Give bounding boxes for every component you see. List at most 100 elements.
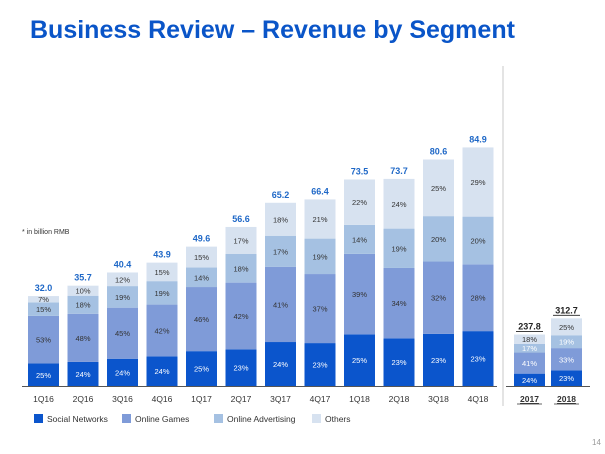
quarterly-bar-2Q17-others: [225, 226, 257, 254]
quarterly-data-label-1Q18-social-networks: 25%: [352, 356, 367, 365]
quarterly-bar-4Q16-online-advertising: [146, 281, 178, 305]
quarterly-total-label-4Q18: 84.9: [469, 134, 487, 144]
quarterly-x-tick-label-4Q18: 4Q18: [468, 394, 489, 404]
quarterly-total-label-4Q16: 43.9: [153, 250, 171, 260]
quarterly-data-label-4Q17-social-networks: 23%: [312, 361, 327, 370]
quarterly-total-label-3Q18: 80.6: [430, 147, 448, 157]
quarterly-data-label-3Q17-online-advertising: 17%: [273, 247, 288, 256]
quarterly-bar-2Q17-online-games: [225, 282, 257, 350]
annual-bar-2017-online-games: [514, 352, 545, 374]
quarterly-total-label-1Q16: 32.0: [35, 283, 53, 293]
quarterly-bar-3Q17-others: [265, 202, 296, 236]
quarterly-bar-4Q18-online-games: [462, 264, 494, 332]
quarterly-bar-3Q17-social-networks: [265, 342, 296, 386]
quarterly-data-label-2Q17-online-advertising: 18%: [233, 264, 248, 273]
annual-bar-2017-online-advertising: [514, 343, 545, 353]
quarterly-bar-3Q18-social-networks: [423, 333, 454, 386]
quarterly-data-label-4Q18-others: 29%: [470, 178, 485, 187]
quarterly-bar-2Q18-others: [383, 178, 415, 229]
quarterly-data-label-2Q18-online-advertising: 19%: [391, 244, 406, 253]
annual-bar-2018-online-games: [551, 348, 582, 371]
quarterly-data-label-3Q16-others: 12%: [115, 275, 130, 284]
annual-total-label-2017: 237.8: [518, 322, 541, 332]
quarterly-x-tick-label-2Q16: 2Q16: [73, 394, 94, 404]
annual-data-label-2018-social-networks: 23%: [559, 374, 574, 383]
quarterly-data-label-1Q16-online-games: 53%: [36, 336, 51, 345]
quarterly-bar-3Q17-online-advertising: [265, 235, 296, 267]
quarterly-bar-3Q18-online-advertising: [423, 216, 454, 262]
annual-bar-2017-social-networks: [514, 373, 545, 386]
quarterly-data-label-1Q17-online-games: 46%: [194, 315, 209, 324]
legend-label-others: Others: [325, 414, 351, 424]
quarterly-data-label-1Q17-social-networks: 25%: [194, 365, 209, 374]
quarterly-total-label-3Q16: 40.4: [114, 259, 132, 269]
quarterly-data-label-1Q18-online-advertising: 14%: [352, 235, 367, 244]
quarterly-bar-4Q16-online-games: [146, 304, 178, 357]
quarterly-bar-1Q18-others: [344, 179, 375, 225]
annual-data-label-2017-others: 18%: [522, 335, 537, 344]
annual-data-label-2017-social-networks: 24%: [522, 376, 537, 385]
quarterly-data-label-3Q18-online-games: 32%: [431, 294, 446, 303]
quarterly-data-label-4Q16-others: 15%: [154, 268, 169, 277]
quarterly-data-label-3Q16-online-games: 45%: [115, 329, 130, 338]
quarterly-x-tick-label-1Q16: 1Q16: [33, 394, 54, 404]
quarterly-data-label-2Q16-online-games: 48%: [75, 334, 90, 343]
quarterly-data-label-3Q17-online-games: 41%: [273, 300, 288, 309]
quarterly-bar-3Q16-others: [107, 272, 138, 287]
quarterly-bar-2Q16-others: [67, 285, 99, 296]
quarterly-data-label-2Q16-online-advertising: 18%: [75, 301, 90, 310]
quarterly-data-label-2Q18-online-games: 34%: [391, 299, 406, 308]
quarterly-data-label-1Q18-online-games: 39%: [352, 290, 367, 299]
annual-data-label-2018-online-games: 33%: [559, 355, 574, 364]
quarterly-bar-1Q16-others: [28, 296, 59, 303]
annual-data-label-2017-online-advertising: 17%: [522, 344, 537, 353]
quarterly-x-tick-label-3Q16: 3Q16: [112, 394, 133, 404]
page-number: 14: [592, 438, 601, 447]
quarterly-data-label-3Q18-online-advertising: 20%: [431, 235, 446, 244]
quarterly-bar-2Q18-online-games: [383, 267, 415, 339]
quarterly-bar-2Q16-online-advertising: [67, 295, 99, 314]
quarterly-data-label-1Q16-others: 7%: [38, 295, 49, 304]
quarterly-bar-1Q17-others: [186, 246, 217, 268]
quarterly-total-label-1Q18: 73.5: [351, 166, 369, 176]
quarterly-data-label-4Q17-online-games: 37%: [312, 305, 327, 314]
quarterly-data-label-4Q16-social-networks: 24%: [154, 367, 169, 376]
quarterly-bar-3Q16-social-networks: [107, 358, 138, 386]
quarterly-bar-4Q18-social-networks: [462, 331, 494, 386]
quarterly-bar-3Q17-online-games: [265, 266, 296, 343]
legend-swatch-social-networks: [34, 414, 43, 423]
quarterly-bar-4Q17-online-games: [304, 274, 336, 344]
quarterly-data-label-3Q17-social-networks: 24%: [273, 360, 288, 369]
legend-label-online-advertising: Online Advertising: [227, 414, 296, 424]
quarterly-data-label-1Q17-online-advertising: 14%: [194, 273, 209, 282]
quarterly-x-tick-label-3Q17: 3Q17: [270, 394, 291, 404]
quarterly-bar-4Q17-online-advertising: [304, 238, 336, 275]
unit-note: * in billion RMB: [22, 229, 70, 236]
quarterly-bar-3Q16-online-advertising: [107, 286, 138, 308]
quarterly-total-label-2Q18: 73.7: [390, 166, 408, 176]
quarterly-data-label-4Q18-social-networks: 23%: [470, 355, 485, 364]
quarterly-x-tick-label-2Q17: 2Q17: [231, 394, 252, 404]
quarterly-data-label-2Q17-others: 17%: [233, 236, 248, 245]
quarterly-total-label-4Q17: 66.4: [311, 186, 329, 196]
quarterly-data-label-4Q18-online-advertising: 20%: [470, 236, 485, 245]
quarterly-data-label-2Q16-others: 10%: [75, 287, 90, 296]
annual-bar-2018-online-advertising: [551, 335, 582, 349]
quarterly-bar-2Q18-online-advertising: [383, 228, 415, 268]
quarterly-data-label-2Q18-social-networks: 23%: [391, 358, 406, 367]
annual-data-label-2017-online-games: 41%: [522, 359, 537, 368]
annual-x-tick-label-2017: 2017: [520, 394, 539, 404]
quarterly-data-label-4Q18-online-games: 28%: [470, 294, 485, 303]
quarterly-x-tick-label-1Q17: 1Q17: [191, 394, 212, 404]
quarterly-data-label-2Q17-social-networks: 23%: [233, 364, 248, 373]
quarterly-data-label-3Q17-others: 18%: [273, 215, 288, 224]
quarterly-bar-1Q16-social-networks: [28, 363, 59, 386]
quarterly-data-label-4Q16-online-advertising: 19%: [154, 289, 169, 298]
quarterly-data-label-4Q17-others: 21%: [312, 215, 327, 224]
quarterly-x-tick-label-1Q18: 1Q18: [349, 394, 370, 404]
quarterly-data-label-3Q18-others: 25%: [431, 184, 446, 193]
quarterly-bar-1Q17-social-networks: [186, 351, 217, 386]
quarterly-data-label-2Q17-online-games: 42%: [233, 312, 248, 321]
quarterly-bar-3Q16-online-games: [107, 307, 138, 359]
